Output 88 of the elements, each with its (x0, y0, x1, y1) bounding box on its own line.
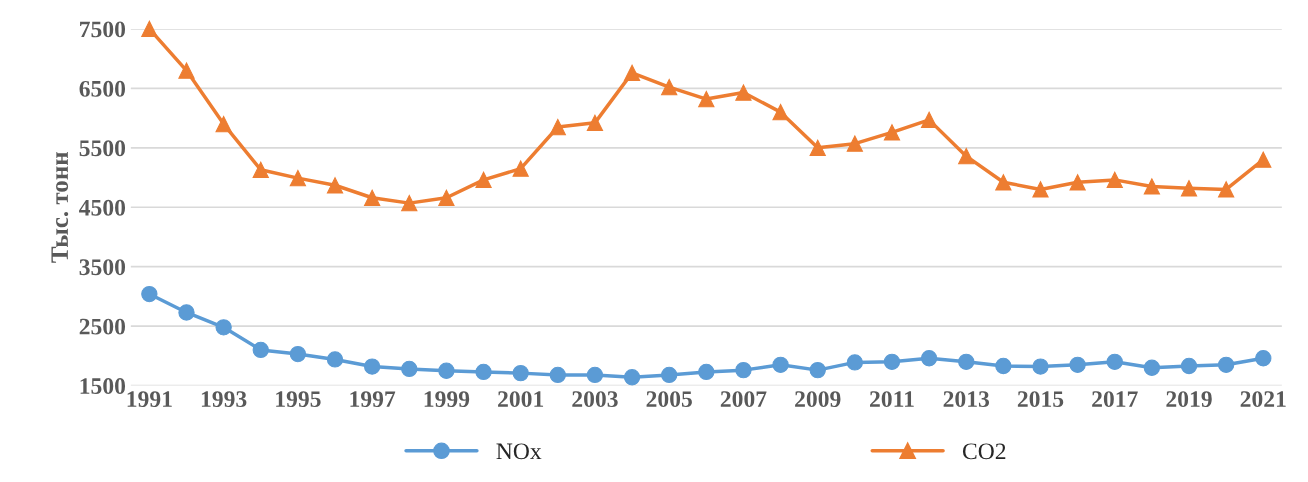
point (401, 360, 418, 378)
point (1143, 178, 1161, 195)
point (1180, 357, 1198, 375)
point (1032, 181, 1049, 198)
legend-label: CO2 (962, 443, 1006, 460)
point (178, 304, 195, 321)
point (475, 171, 492, 189)
point (141, 20, 158, 38)
point (1217, 356, 1235, 373)
point (846, 135, 863, 152)
point (141, 285, 158, 303)
point (1032, 358, 1049, 375)
y-tick-label: 3500 (79, 259, 126, 276)
point (883, 353, 901, 370)
point (1255, 151, 1272, 168)
x-tick-label: 2001 (498, 391, 544, 408)
point (809, 361, 826, 379)
point (661, 79, 678, 96)
legend-label: NOx (496, 443, 542, 460)
point (438, 189, 455, 206)
point (252, 341, 269, 359)
point (438, 362, 455, 379)
point (661, 366, 678, 384)
x-tick-label: 2021 (1240, 391, 1286, 408)
point (215, 115, 232, 133)
x-tick-label: 1991 (127, 391, 172, 408)
point (623, 64, 641, 82)
x-tick-label: 1997 (350, 391, 396, 408)
x-tick-label: 2017 (1092, 391, 1138, 408)
point (1069, 356, 1086, 373)
point (326, 351, 344, 368)
x-tick-label: 2005 (646, 391, 692, 408)
x-tick-label: 2009 (795, 391, 841, 408)
point (401, 194, 418, 212)
y-tick-label: 5500 (79, 140, 126, 157)
point (363, 189, 381, 206)
point (1180, 180, 1198, 197)
x-tick-label: 2011 (870, 391, 914, 408)
y-tick-label: 7500 (80, 21, 126, 38)
point (363, 358, 381, 375)
point (289, 345, 307, 363)
point (1069, 174, 1086, 191)
point (772, 103, 789, 121)
y-tick-label: 1500 (80, 378, 126, 395)
y-tick-label: 4500 (79, 199, 126, 216)
point (549, 366, 566, 384)
x-tick-label: 2013 (943, 391, 990, 408)
x-tick-label: 2003 (572, 391, 618, 408)
point (586, 114, 604, 131)
x-tick-label: 1999 (424, 391, 470, 408)
point (995, 357, 1012, 375)
point (475, 363, 492, 381)
x-tick-label: 2015 (1017, 391, 1064, 408)
point (958, 147, 975, 165)
point (512, 160, 529, 177)
point (698, 90, 715, 108)
point (1255, 350, 1272, 367)
x-tick-label: 1993 (201, 391, 247, 408)
point (178, 62, 195, 79)
x-tick-label: 2007 (720, 391, 767, 408)
point (289, 169, 307, 187)
point (512, 364, 529, 382)
point (215, 319, 232, 336)
point (920, 111, 938, 129)
point (883, 124, 901, 141)
point (586, 366, 604, 384)
y-tick-label: 6500 (79, 80, 126, 97)
x-tick-label: 2019 (1166, 391, 1212, 408)
point (1143, 359, 1161, 376)
y-tick-label: 2500 (79, 318, 126, 335)
x-tick-label: 1995 (276, 391, 321, 408)
point (1217, 181, 1235, 198)
point (735, 84, 752, 101)
point (623, 369, 641, 386)
point (772, 356, 789, 373)
point (326, 177, 344, 194)
point (846, 354, 863, 371)
point (735, 361, 752, 379)
point (252, 161, 269, 178)
point (958, 353, 975, 370)
point (1106, 171, 1123, 189)
point (549, 118, 566, 136)
point (1106, 353, 1123, 370)
y-axis-title: Тыс. тонн (51, 152, 69, 263)
point (995, 174, 1012, 191)
point (920, 350, 938, 367)
point (698, 363, 715, 381)
point (809, 139, 826, 156)
